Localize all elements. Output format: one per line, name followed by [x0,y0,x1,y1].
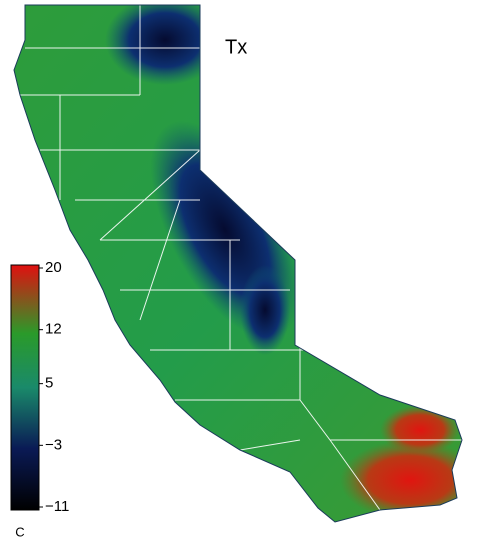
colorbar-tick-label: −3 [45,436,62,453]
colorbar-tick-label: −11 [45,498,69,515]
colorbar-tick-label: 12 [45,321,62,338]
colorbar [10,264,40,511]
map-title: Tx [225,36,247,58]
colorbar-tick-label: 20 [45,259,62,276]
colorbar-tick-label: 5 [45,375,53,392]
colorbar-unit: C [15,524,24,539]
